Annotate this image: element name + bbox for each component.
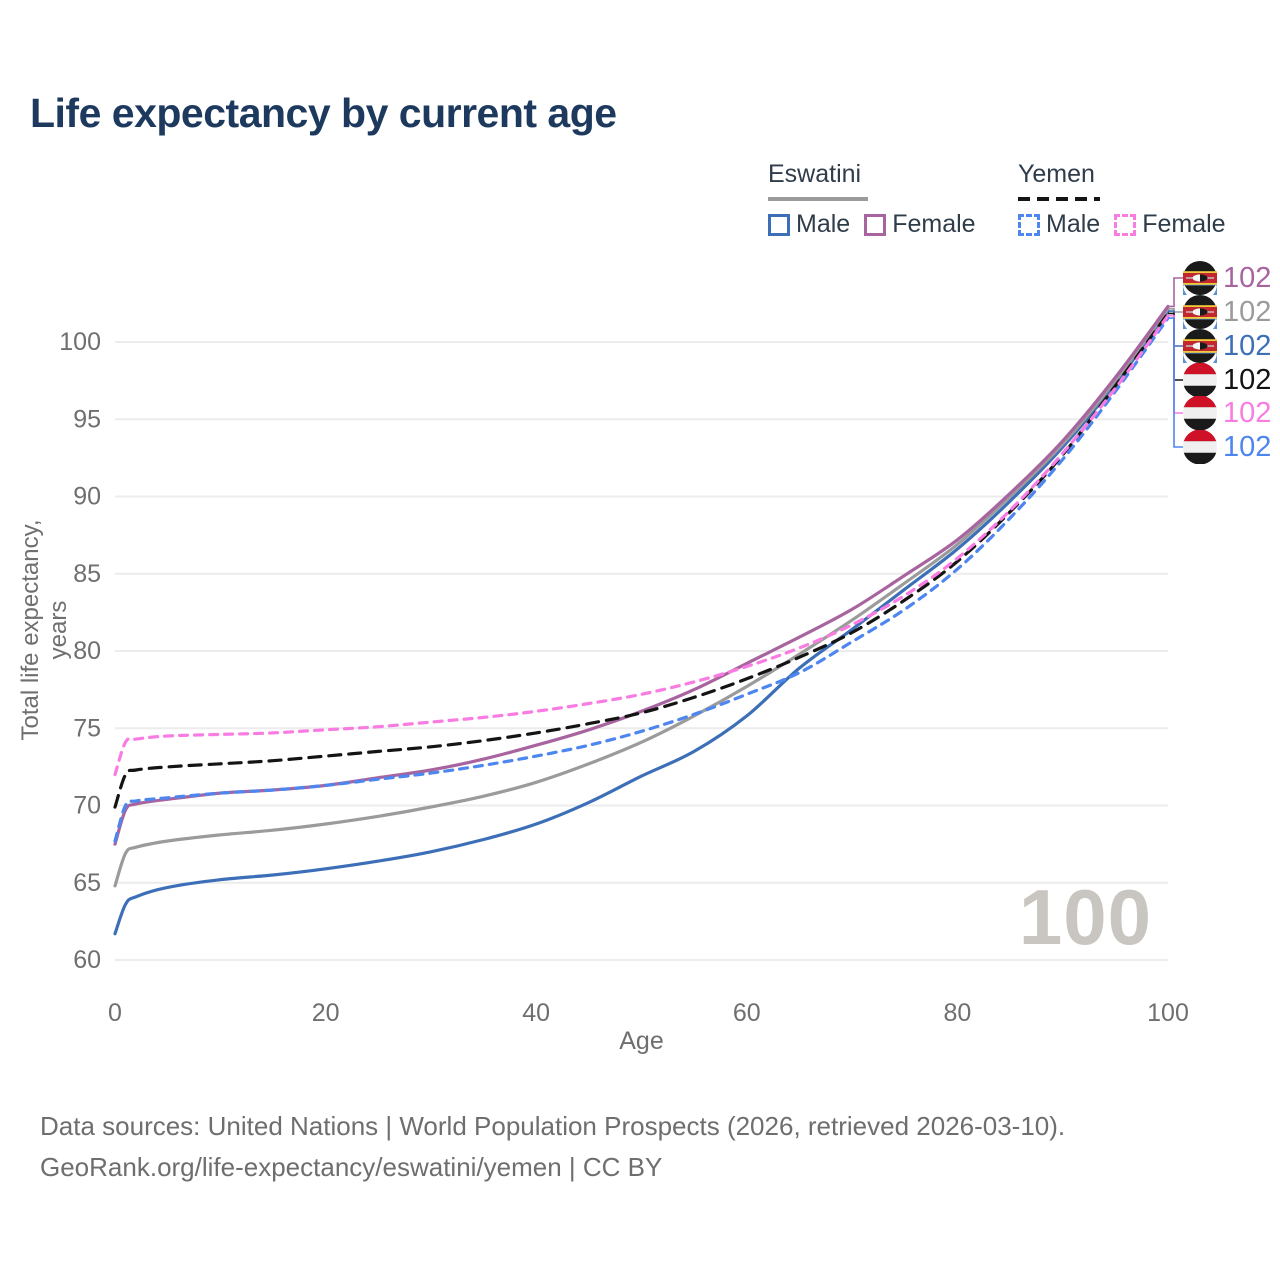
series-line-yemen[interactable]	[113, 311, 1170, 809]
end-label-eswatini-female: 102	[1183, 261, 1271, 295]
end-label-connector	[1168, 277, 1183, 308]
series-line-yemen-female[interactable]	[113, 314, 1170, 777]
end-value: 102	[1223, 430, 1272, 463]
x-tick-80: 80	[943, 999, 971, 1027]
legend-yemen-female-label[interactable]: Female	[1142, 210, 1226, 238]
eswatini-flag-icon	[1183, 261, 1217, 295]
eswatini-flag-icon	[1183, 295, 1217, 329]
end-label-eswatini: 102	[1183, 295, 1271, 329]
legend-swatch-eswatini-female[interactable]	[864, 213, 887, 236]
series-line-eswatini-female[interactable]	[113, 304, 1170, 846]
y-tick-80: 80	[73, 637, 101, 665]
series-line-eswatini[interactable]	[113, 307, 1170, 888]
x-tick-0: 0	[108, 999, 122, 1027]
x-tick-40: 40	[522, 999, 550, 1027]
end-value: 102	[1223, 396, 1272, 429]
end-value: 102	[1223, 261, 1272, 294]
y-axis-title: Total life expectancy, years	[17, 519, 72, 741]
end-value: 102	[1223, 329, 1272, 362]
age-counter-watermark: 100	[1018, 873, 1152, 961]
end-label-yemen-female: 102	[1183, 396, 1271, 430]
x-tick-20: 20	[312, 999, 340, 1027]
x-axis-title: Age	[619, 1027, 663, 1055]
end-value: 102	[1223, 363, 1272, 396]
legend-eswatini-female-label[interactable]: Female	[892, 210, 976, 238]
legend-eswatini-underline	[768, 197, 868, 201]
end-label-eswatini-male: 102	[1183, 329, 1271, 363]
chart-footer: Data sources: United Nations | World Pop…	[40, 1106, 1065, 1188]
legend-yemen-male-label[interactable]: Male	[1046, 210, 1101, 238]
end-label-connector	[1168, 314, 1183, 414]
page-title: Life expectancy by current age	[30, 90, 617, 136]
end-label-yemen: 102	[1183, 363, 1271, 397]
y-tick-100: 100	[59, 328, 101, 356]
yemen-flag-icon	[1183, 430, 1217, 464]
series-line-yemen-male[interactable]	[113, 316, 1170, 843]
legend-swatch-yemen-male[interactable]	[1018, 213, 1040, 236]
legend-group-yemen: Yemen Male Female	[1018, 160, 1240, 239]
x-tick-100: 100	[1147, 999, 1189, 1027]
y-tick-60: 60	[73, 946, 101, 974]
attribution-text: GeoRank.org/life-expectancy/eswatini/yem…	[40, 1152, 663, 1182]
series-line-eswatini-male[interactable]	[113, 309, 1170, 936]
legend-swatch-eswatini-male[interactable]	[768, 213, 790, 236]
legend-eswatini-male-label[interactable]: Male	[796, 210, 851, 238]
y-tick-85: 85	[73, 560, 101, 588]
y-tick-95: 95	[73, 405, 101, 433]
legend-yemen-underline	[1018, 197, 1100, 201]
data-sources-text: Data sources: United Nations | World Pop…	[40, 1111, 1066, 1141]
y-tick-70: 70	[73, 792, 101, 820]
legend-group-eswatini: Eswatini Male Female	[768, 160, 990, 239]
legend-yemen-label[interactable]: Yemen	[1018, 160, 1095, 188]
eswatini-flag-icon	[1183, 329, 1217, 363]
end-label-connector	[1168, 317, 1183, 448]
legend-eswatini-label[interactable]: Eswatini	[768, 160, 862, 188]
legend-swatch-yemen-female[interactable]	[1114, 213, 1137, 236]
y-tick-65: 65	[73, 869, 101, 897]
yemen-flag-icon	[1183, 363, 1217, 397]
x-tick-60: 60	[733, 999, 761, 1027]
end-label-yemen-male: 102	[1183, 430, 1271, 464]
y-tick-75: 75	[73, 714, 101, 742]
y-tick-90: 90	[73, 483, 101, 511]
yemen-flag-icon	[1183, 396, 1217, 430]
end-value: 102	[1223, 295, 1272, 328]
